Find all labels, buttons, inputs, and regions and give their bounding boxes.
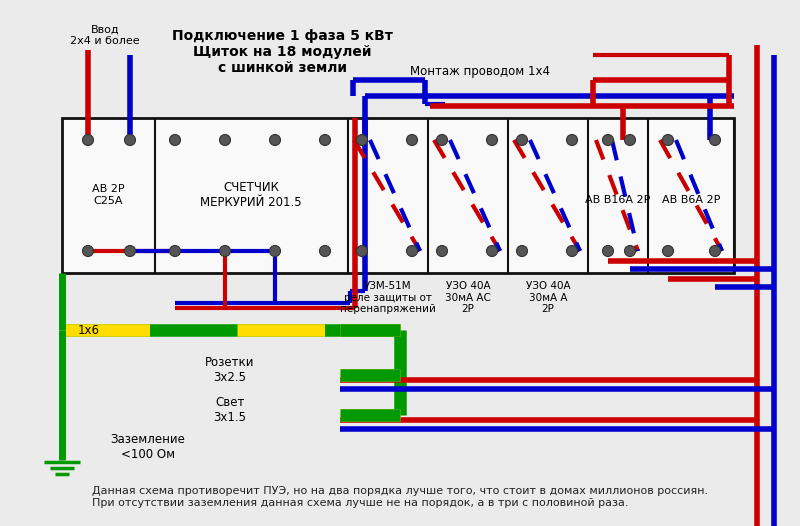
Circle shape bbox=[517, 135, 527, 146]
Text: УЗМ-51М
реле защиты от
перенапряжений: УЗМ-51М реле защиты от перенапряжений bbox=[340, 281, 436, 314]
Circle shape bbox=[710, 246, 721, 257]
Circle shape bbox=[270, 135, 281, 146]
Circle shape bbox=[625, 246, 635, 257]
Circle shape bbox=[566, 135, 578, 146]
Bar bbox=[62, 118, 734, 273]
Text: Монтаж проводом 1х4: Монтаж проводом 1х4 bbox=[410, 66, 550, 78]
Circle shape bbox=[662, 135, 674, 146]
Circle shape bbox=[406, 246, 418, 257]
Circle shape bbox=[270, 246, 281, 257]
Circle shape bbox=[710, 135, 721, 146]
Circle shape bbox=[437, 246, 447, 257]
Circle shape bbox=[219, 246, 230, 257]
Text: Заземление
<100 Ом: Заземление <100 Ом bbox=[110, 433, 186, 461]
Circle shape bbox=[406, 135, 418, 146]
Text: 1х6: 1х6 bbox=[78, 323, 100, 337]
Text: АВ В16А 2Р: АВ В16А 2Р bbox=[586, 195, 650, 205]
Circle shape bbox=[170, 246, 181, 257]
Circle shape bbox=[125, 135, 135, 146]
Text: АВ В6А 2Р: АВ В6А 2Р bbox=[662, 195, 720, 205]
Text: УЗО 40А
30мА АС
2Р: УЗО 40А 30мА АС 2Р bbox=[445, 281, 491, 314]
Text: СЧЕТЧИК
МЕРКУРИЙ 201.5: СЧЕТЧИК МЕРКУРИЙ 201.5 bbox=[200, 181, 302, 209]
Circle shape bbox=[82, 246, 94, 257]
Text: Свет
3х1.5: Свет 3х1.5 bbox=[214, 396, 246, 424]
Circle shape bbox=[319, 246, 330, 257]
Text: АВ 2Р
С25А: АВ 2Р С25А bbox=[92, 184, 124, 206]
Circle shape bbox=[602, 246, 614, 257]
Circle shape bbox=[662, 246, 674, 257]
Circle shape bbox=[170, 135, 181, 146]
Circle shape bbox=[319, 135, 330, 146]
Circle shape bbox=[486, 135, 498, 146]
Text: Ввод
2х4 и более: Ввод 2х4 и более bbox=[70, 24, 140, 46]
Text: Подключение 1 фаза 5 кВт
Щиток на 18 модулей
с шинкой земли: Подключение 1 фаза 5 кВт Щиток на 18 мод… bbox=[171, 29, 393, 75]
Circle shape bbox=[486, 246, 498, 257]
Circle shape bbox=[219, 135, 230, 146]
Circle shape bbox=[602, 135, 614, 146]
Text: УЗО 40А
30мА А
2Р: УЗО 40А 30мА А 2Р bbox=[526, 281, 570, 314]
Circle shape bbox=[82, 135, 94, 146]
Circle shape bbox=[517, 246, 527, 257]
Text: Розетки
3х2.5: Розетки 3х2.5 bbox=[206, 356, 254, 384]
Circle shape bbox=[437, 135, 447, 146]
Circle shape bbox=[625, 135, 635, 146]
Circle shape bbox=[566, 246, 578, 257]
Circle shape bbox=[125, 246, 135, 257]
Circle shape bbox=[357, 135, 367, 146]
Text: Данная схема противоречит ПУЭ, но на два порядка лучше того, что стоит в домах м: Данная схема противоречит ПУЭ, но на два… bbox=[92, 486, 708, 508]
Circle shape bbox=[357, 246, 367, 257]
